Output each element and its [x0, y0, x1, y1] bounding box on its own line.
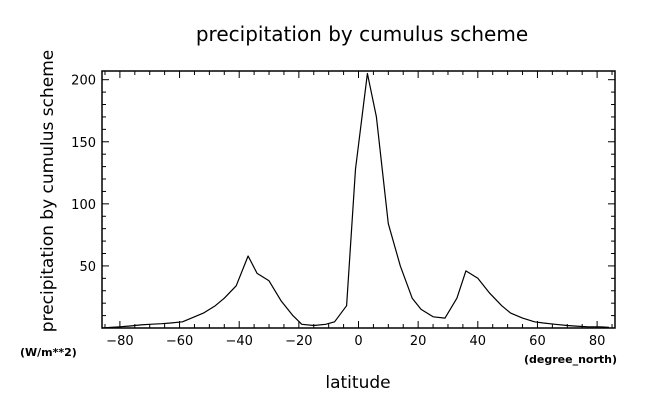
- tick-labels: −80 −60 −40 −20 0 20 40 60 80 50 100 150 200: [71, 74, 605, 349]
- chart-title: precipitation by cumulus scheme: [196, 22, 528, 46]
- x-tick-label: 60: [529, 334, 546, 349]
- x-tick-label: 40: [470, 334, 487, 349]
- x-tick-label: 80: [589, 334, 606, 349]
- y-tick-label: 150: [71, 136, 96, 151]
- plot-frame: [101, 70, 616, 329]
- series-line: [101, 72, 610, 329]
- axis-ticks: [102, 71, 615, 328]
- x-unit-label: (degree_north): [524, 353, 617, 366]
- x-tick-label: −20: [285, 334, 312, 349]
- x-tick-label: −60: [166, 334, 193, 349]
- y-tick-label: 50: [79, 260, 96, 275]
- x-tick-label: −80: [106, 334, 133, 349]
- x-tick-label: 20: [410, 334, 427, 349]
- y-unit-label: (W/m**2): [20, 346, 77, 359]
- x-axis-label: latitude: [325, 373, 390, 393]
- y-axis-label: precipitation by cumulus scheme: [38, 50, 58, 332]
- y-tick-label: 200: [71, 74, 96, 89]
- plot-border: [101, 70, 616, 329]
- x-tick-label: −40: [225, 334, 252, 349]
- y-tick-label: 100: [71, 198, 96, 213]
- x-tick-label: 0: [354, 334, 362, 349]
- data-series: [101, 72, 610, 329]
